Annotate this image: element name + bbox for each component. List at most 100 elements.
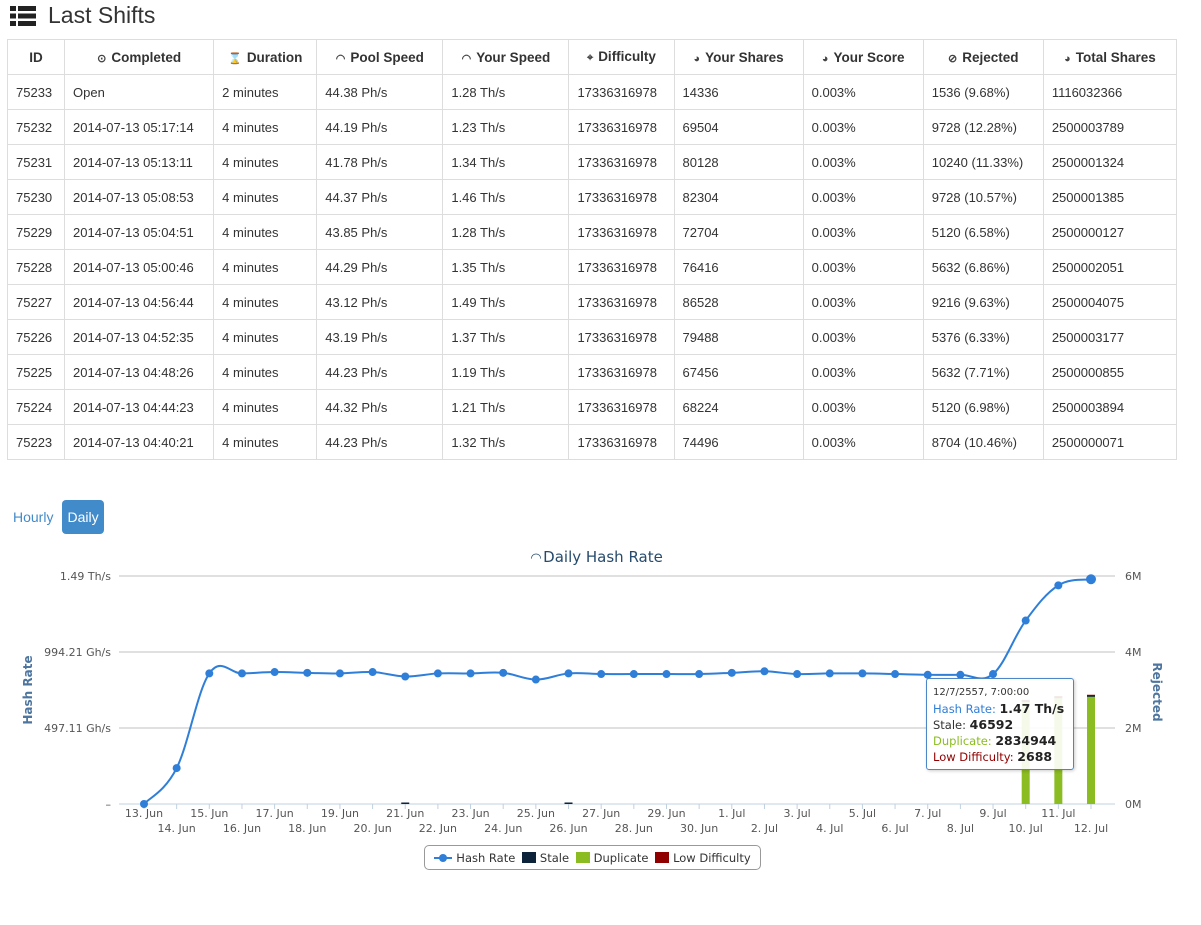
table-cell: 44.37 Ph/s	[316, 179, 444, 215]
table-cell: 4 minutes	[213, 424, 318, 460]
header-label: ID	[29, 49, 43, 65]
line-marker-icon	[434, 853, 453, 862]
y2-tick-label: 2M	[1125, 722, 1142, 735]
table-cell: 17336316978	[568, 179, 675, 215]
hash-rate-point	[270, 668, 279, 677]
y-tick-label: 1.49 Th/s	[60, 570, 111, 583]
table-cell: 2500003894	[1042, 389, 1178, 425]
table-cell: 1.37 Th/s	[442, 319, 570, 355]
table-cell: 67456	[673, 354, 804, 390]
legend-label: Hash Rate	[456, 850, 516, 865]
header-label: Rejected	[962, 49, 1019, 65]
swatch-icon	[575, 852, 590, 863]
legend-low-difficulty[interactable]: Low Difficulty	[655, 851, 751, 865]
stale-bar	[401, 802, 410, 804]
table-cell: 2014-07-13 05:04:51	[64, 214, 215, 250]
table-row: 75228 2014-07-13 05:00:46 4 minutes 44.29 P…	[6, 249, 1178, 285]
x-tick-label: 18. Jun	[288, 822, 326, 835]
table-cell: 72704	[673, 214, 804, 250]
table-cell: 43.85 Ph/s	[316, 214, 444, 250]
dashboard-icon: ◠	[461, 52, 472, 65]
hash-rate-point	[499, 668, 508, 677]
table-cell: 2014-07-13 04:40:21	[64, 424, 215, 460]
table-cell: 4 minutes	[213, 284, 318, 320]
table-cell: 86528	[673, 284, 804, 320]
x-tick-label: 22. Jun	[419, 822, 457, 835]
pie-icon: ◕	[693, 52, 701, 65]
hash-rate-point	[303, 668, 312, 677]
hash-rate-point	[531, 675, 540, 684]
y-axis-title: Hash Rate	[21, 655, 35, 724]
legend-stale[interactable]: Stale	[521, 851, 569, 865]
daily-button[interactable]: Daily	[62, 500, 104, 534]
legend-duplicate[interactable]: Duplicate	[575, 851, 648, 865]
table-cell: 44.23 Ph/s	[316, 424, 444, 460]
table-cell: 17336316978	[568, 214, 675, 250]
table-cell: 75232	[6, 109, 66, 145]
table-cell: 4 minutes	[213, 109, 318, 145]
column-header: ◠ Your Speed	[442, 39, 570, 75]
table-cell: 1.32 Th/s	[442, 424, 570, 460]
table-cell: 75233	[6, 74, 66, 110]
table-cell: 17336316978	[568, 109, 675, 145]
table-cell: 5632 (6.86%)	[922, 249, 1044, 285]
table-cell: 17336316978	[568, 249, 675, 285]
table-cell: 9216 (9.63%)	[922, 284, 1044, 320]
y-tick-label: 497.11 Gh/s	[44, 722, 111, 735]
table-cell: 75225	[6, 354, 66, 390]
x-tick-label: 30. Jun	[680, 822, 718, 835]
table-cell: 68224	[673, 389, 804, 425]
legend-hash-rate[interactable]: Hash Rate	[434, 851, 515, 865]
table-cell: 0.003%	[802, 424, 924, 460]
hash-rate-point	[237, 669, 246, 678]
table-cell: 2500004075	[1042, 284, 1178, 320]
stale-bar	[564, 802, 573, 804]
duplicate-bar	[1087, 696, 1095, 804]
y2-tick-label: 0M	[1125, 798, 1142, 811]
x-tick-label: 23. Jun	[451, 807, 489, 820]
table-cell: 80128	[673, 144, 804, 180]
table-row: 75226 2014-07-13 04:52:35 4 minutes 43.19 P…	[6, 319, 1178, 355]
pie-icon: ◕	[821, 52, 829, 65]
header-label: Your Speed	[476, 49, 551, 65]
hash-rate-point	[433, 669, 442, 678]
table-cell: 1.46 Th/s	[442, 179, 570, 215]
table-cell: 79488	[673, 319, 804, 355]
table-cell: 17336316978	[568, 389, 675, 425]
table-cell: 76416	[673, 249, 804, 285]
hourly-button[interactable]: Hourly	[13, 509, 54, 525]
hash-rate-point	[891, 670, 900, 679]
table-cell: 2014-07-13 04:52:35	[64, 319, 215, 355]
hash-rate-point	[368, 668, 377, 677]
hash-rate-point	[1021, 616, 1030, 625]
x-tick-label: 8. Jul	[947, 822, 974, 835]
tooltip-date: 12/7/2557, 7:00:00	[933, 687, 1030, 698]
x-tick-label: 13. Jun	[125, 807, 163, 820]
table-cell: 2500000127	[1042, 214, 1178, 250]
x-tick-label: 15. Jun	[190, 807, 228, 820]
table-cell: 2014-07-13 05:17:14	[64, 109, 215, 145]
table-cell: 2500001324	[1042, 144, 1178, 180]
hourglass-icon: ⌛	[228, 52, 242, 65]
header-label: Difficulty	[598, 49, 656, 64]
table-cell: 9728 (12.28%)	[922, 109, 1044, 145]
hash-rate-point	[205, 669, 214, 678]
x-tick-label: 19. Jun	[321, 807, 359, 820]
stale-bar	[1087, 695, 1095, 697]
table-cell: 4 minutes	[213, 214, 318, 250]
header-label: Pool Speed	[350, 49, 424, 65]
table-cell: 4 minutes	[213, 144, 318, 180]
table-cell: 44.29 Ph/s	[316, 249, 444, 285]
swatch-icon	[521, 852, 536, 863]
hash-rate-point	[597, 670, 606, 679]
table-cell: 2014-07-13 04:44:23	[64, 389, 215, 425]
swatch-icon	[655, 852, 670, 863]
header-label: Completed	[111, 49, 182, 65]
tooltip-stale-value: 46592	[969, 717, 1014, 732]
x-tick-label: 2. Jul	[751, 822, 778, 835]
table-row: 75227 2014-07-13 04:56:44 4 minutes 43.12 P…	[6, 284, 1178, 320]
tooltip-dup-value: 2834944	[995, 733, 1057, 748]
x-tick-label: 1. Jul	[718, 807, 745, 820]
table-cell: 74496	[673, 424, 804, 460]
table-cell: 0.003%	[802, 74, 924, 110]
